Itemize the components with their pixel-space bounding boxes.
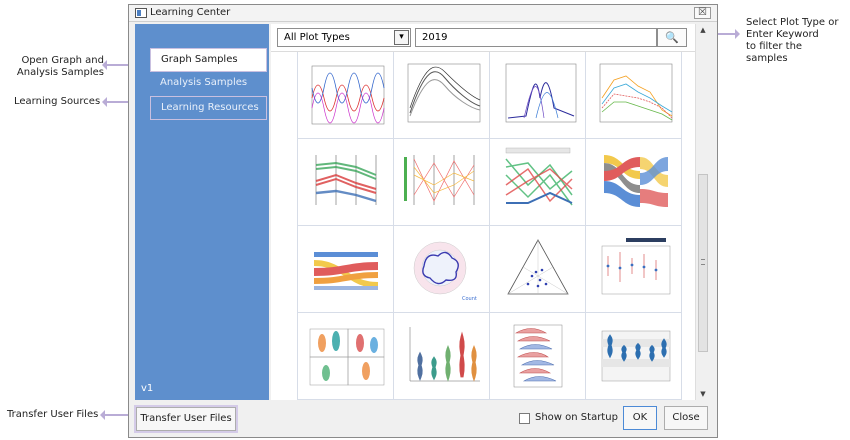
- annotation-arrow-open-samples: [102, 60, 140, 70]
- svg-text:Count: Count: [462, 296, 477, 302]
- plot-type-dropdown[interactable]: All Plot Types ▾: [277, 28, 411, 47]
- sine-waves-graph-image: [311, 65, 385, 125]
- thumbnail-alluvial-1[interactable]: [586, 139, 682, 226]
- alluvial-1-graph-image: [604, 155, 668, 207]
- thumbnail-peak-fit[interactable]: [490, 52, 586, 139]
- samples-gallery: Count: [271, 52, 695, 400]
- close-button[interactable]: Close: [664, 406, 708, 430]
- thumbnail-dot-interval[interactable]: [586, 226, 682, 313]
- scroll-up-icon[interactable]: ▲: [700, 26, 706, 34]
- annotation-open-samples: Open Graph and Analysis Samples: [16, 55, 104, 78]
- thumbnail-polar-contour[interactable]: Count: [394, 226, 490, 313]
- thumbnail-multi-line[interactable]: [586, 52, 682, 139]
- chevron-down-icon[interactable]: ▾: [394, 30, 409, 45]
- thumbnail-violin-horizontal[interactable]: [586, 313, 682, 400]
- version-label: v1: [141, 383, 154, 394]
- filter-bar: All Plot Types ▾ 2019 🔍: [271, 24, 695, 52]
- sidebar-item-graph-samples[interactable]: Graph Samples: [150, 48, 267, 72]
- close-window-icon[interactable]: ☒: [694, 7, 711, 19]
- gallery-scrollbar[interactable]: ▲ ▼: [695, 24, 710, 400]
- dot-interval-graph-image: [601, 238, 671, 295]
- sidebar-item-analysis-samples[interactable]: Analysis Samples: [150, 72, 267, 96]
- annotation-arrow-transfer: [100, 410, 128, 420]
- spectra-curves-graph-image: [407, 63, 481, 123]
- title-bar: Learning Center ☒: [129, 5, 717, 22]
- parallel-lines-1-graph-image: [315, 155, 377, 205]
- sidebar-item-label: Graph Samples: [161, 54, 238, 65]
- thumbnail-parallel-lines-2[interactable]: [394, 139, 490, 226]
- thumbnail-parallel-lines-1[interactable]: [298, 139, 394, 226]
- parallel-lines-2-graph-image: [404, 155, 475, 205]
- search-icon: 🔍: [665, 31, 679, 44]
- annotation-learning-sources: Learning Sources: [14, 96, 101, 107]
- grip-icon: [701, 259, 705, 265]
- learning-center-window: Learning Center ☒ Graph Samples Analysis…: [128, 4, 718, 438]
- thumbnail-sine-waves[interactable]: [298, 52, 394, 139]
- parallel-lines-3-graph-image: [505, 147, 573, 206]
- app-window-icon: [135, 8, 147, 18]
- sidebar: Graph Samples Analysis Samples Learning …: [135, 24, 269, 400]
- violin-grid-graph-image: [309, 328, 385, 386]
- sidebar-item-learning-resources[interactable]: Learning Resources: [150, 96, 267, 120]
- thumbnail-alluvial-2[interactable]: [298, 226, 394, 313]
- plot-type-value: All Plot Types: [284, 32, 350, 43]
- peak-fit-graph-image: [505, 63, 577, 123]
- annotation-transfer-user-files: Transfer User Files: [7, 409, 99, 420]
- polar-contour-graph-image: Count: [413, 241, 477, 302]
- transfer-user-files-button[interactable]: Transfer User Files: [136, 407, 236, 431]
- ternary-graph-image: [507, 239, 569, 295]
- window-title: Learning Center: [150, 7, 231, 18]
- violin-groups-graph-image: [409, 327, 480, 382]
- search-button[interactable]: 🔍: [657, 28, 687, 47]
- multi-line-graph-image: [599, 63, 673, 123]
- scrollbar-thumb[interactable]: [698, 174, 708, 352]
- annotation-arrow-filter: [700, 29, 740, 39]
- scroll-down-icon[interactable]: ▼: [700, 390, 706, 398]
- show-on-startup-label: Show on Startup: [535, 412, 618, 423]
- thumbnail-parallel-lines-3[interactable]: [490, 139, 586, 226]
- thumbnail-ridgeline[interactable]: [490, 313, 586, 400]
- sidebar-item-label: Analysis Samples: [160, 77, 248, 88]
- thumbnail-violin-grid[interactable]: [298, 313, 394, 400]
- thumbnail-ternary[interactable]: [490, 226, 586, 313]
- annotation-arrow-learning-sources: [102, 97, 140, 107]
- thumbnail-spectra-curves[interactable]: [394, 52, 490, 139]
- violin-horizontal-graph-image: [601, 330, 671, 382]
- show-on-startup-checkbox[interactable]: [519, 413, 530, 424]
- ok-button[interactable]: OK: [623, 406, 657, 430]
- sidebar-item-label: Learning Resources: [161, 102, 259, 113]
- thumbnail-violin-groups[interactable]: [394, 313, 490, 400]
- keyword-search-input[interactable]: 2019: [415, 28, 657, 47]
- alluvial-2-graph-image: [314, 252, 378, 290]
- annotation-filter-help: Select Plot Type or Enter Keyword to fil…: [746, 17, 839, 64]
- thumbnail-grid: Count: [297, 52, 683, 400]
- ridgeline-graph-image: [513, 324, 563, 388]
